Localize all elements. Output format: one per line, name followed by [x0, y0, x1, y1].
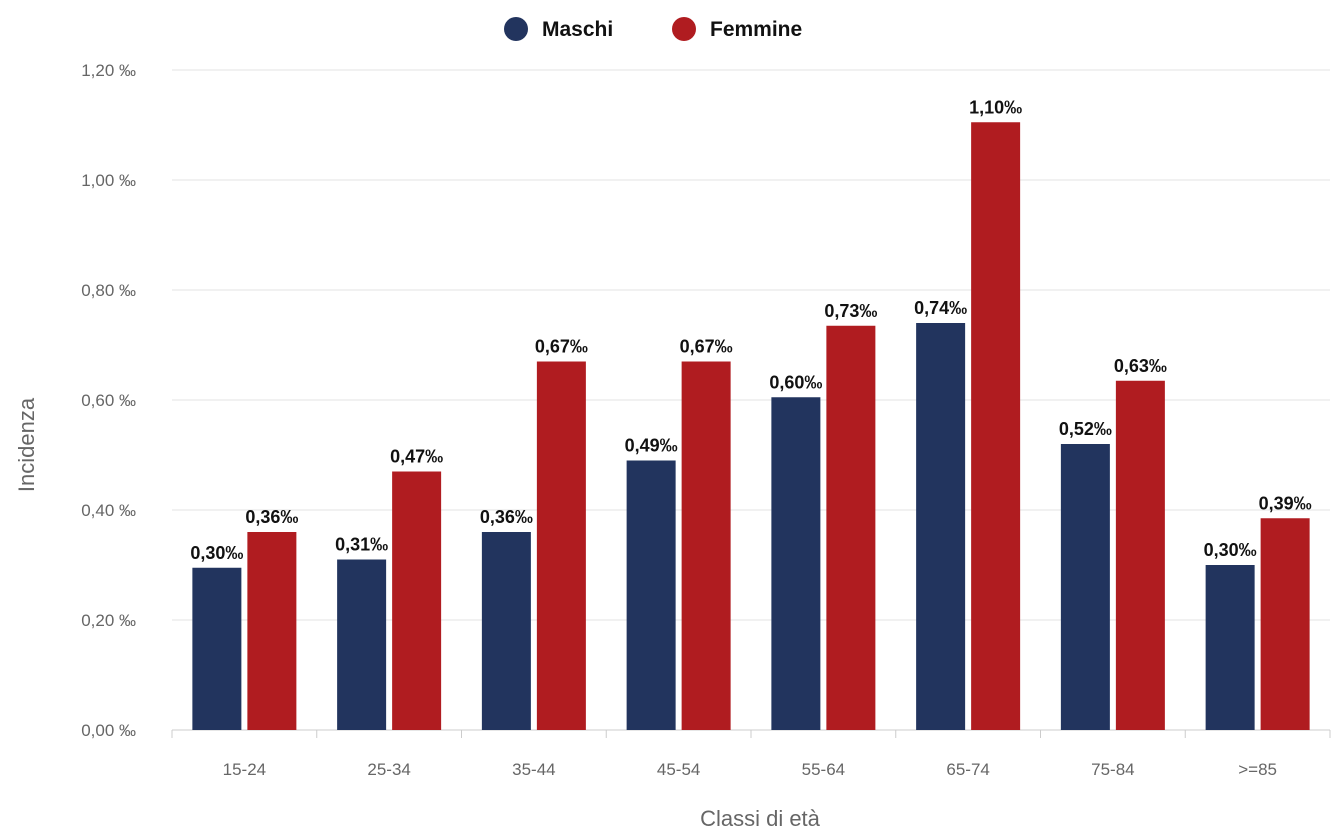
data-label: 0,67‰	[535, 337, 588, 357]
bar-maschi-55-64	[771, 397, 821, 730]
data-label: 0,52‰	[1059, 419, 1112, 439]
x-axis-ticks: 15-24 25-34 35-44 45-54 55-64 65-74 75-84 >=85	[171, 730, 1331, 779]
x-axis-title: Classi di età	[700, 806, 821, 831]
y-tick-label: 0,00 ‰	[81, 721, 136, 740]
x-tick-label: 35-44	[512, 760, 555, 779]
bar-femmine->=85	[1260, 518, 1310, 730]
data-label: 0,49‰	[625, 436, 678, 456]
data-label: 0,30‰	[1204, 540, 1257, 560]
y-tick-label: 0,40 ‰	[81, 501, 136, 520]
data-labels: 0,30‰0,36‰0,31‰0,47‰0,36‰0,67‰0,49‰0,67‰…	[190, 97, 1311, 563]
data-label: 0,60‰	[769, 372, 822, 392]
legend-item-femmine[interactable]: Femmine	[672, 17, 802, 41]
bar-femmine-75-84	[1115, 380, 1165, 730]
legend-label: Maschi	[542, 18, 613, 41]
y-tick-label: 0,80 ‰	[81, 281, 136, 300]
bar-maschi-35-44	[481, 532, 531, 730]
bar-femmine-15-24	[247, 532, 297, 730]
y-tick-label: 0,20 ‰	[81, 611, 136, 630]
y-axis-title: Incidenza	[14, 397, 39, 492]
bar-femmine-65-74	[971, 122, 1021, 730]
bar-femmine-45-54	[681, 361, 731, 730]
data-label: 0,36‰	[480, 507, 533, 527]
data-label: 0,30‰	[190, 543, 243, 563]
legend: Maschi Femmine	[504, 17, 802, 41]
y-tick-label: 0,60 ‰	[81, 391, 136, 410]
data-label: 0,36‰	[245, 507, 298, 527]
x-tick-label: 25-34	[367, 760, 410, 779]
bar-femmine-55-64	[826, 325, 876, 730]
legend-label: Femmine	[710, 18, 802, 41]
legend-item-maschi[interactable]: Maschi	[504, 17, 613, 41]
legend-marker	[672, 17, 696, 41]
bar-maschi-15-24	[192, 567, 242, 730]
data-label: 0,67‰	[680, 337, 733, 357]
legend-marker	[504, 17, 528, 41]
bar-maschi-45-54	[626, 460, 676, 730]
y-tick-label: 1,20 ‰	[81, 61, 136, 80]
x-tick-label: 75-84	[1091, 760, 1134, 779]
bars	[192, 122, 1310, 730]
bar-maschi-25-34	[337, 559, 387, 730]
x-tick-label: 45-54	[657, 760, 700, 779]
data-label: 0,63‰	[1114, 356, 1167, 376]
x-tick-label: >=85	[1238, 760, 1277, 779]
data-label: 0,73‰	[824, 301, 877, 321]
y-tick-label: 1,00 ‰	[81, 171, 136, 190]
data-label: 0,39‰	[1259, 493, 1312, 513]
bar-femmine-25-34	[392, 471, 442, 730]
bar-maschi->=85	[1205, 565, 1255, 730]
x-tick-label: 55-64	[802, 760, 845, 779]
data-label: 1,10‰	[969, 97, 1022, 117]
bar-femmine-35-44	[536, 361, 586, 730]
x-tick-label: 15-24	[223, 760, 266, 779]
x-tick-label: 65-74	[946, 760, 989, 779]
data-label: 0,74‰	[914, 298, 967, 318]
y-axis-ticks: 0,00 ‰ 0,20 ‰ 0,40 ‰ 0,60 ‰ 0,80 ‰ 1,00 ‰ 1,20…	[81, 61, 136, 740]
data-label: 0,31‰	[335, 535, 388, 555]
bar-maschi-65-74	[916, 323, 966, 730]
bar-maschi-75-84	[1060, 444, 1110, 730]
data-label: 0,47‰	[390, 447, 443, 467]
